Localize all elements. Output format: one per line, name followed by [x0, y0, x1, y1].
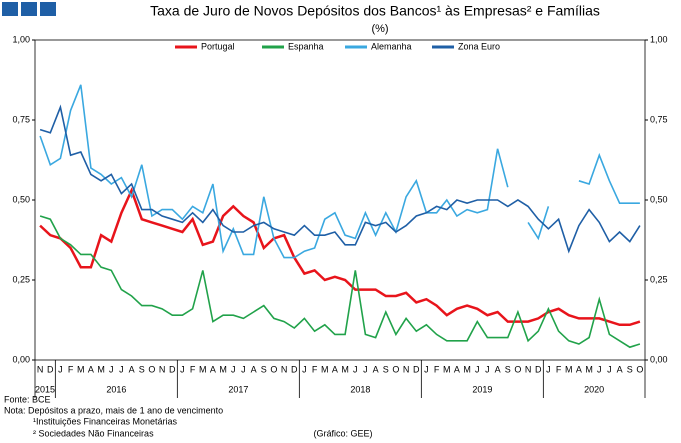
x-tick-label: F — [312, 364, 318, 374]
year-label: 2018 — [350, 384, 370, 394]
x-tick-label: J — [180, 364, 185, 374]
x-tick-label: A — [332, 364, 338, 374]
x-tick-label: S — [139, 364, 145, 374]
y-tick-label: 0,25 — [12, 274, 30, 284]
y2-tick-label: 0,00 — [650, 354, 668, 364]
series-line — [39, 187, 641, 327]
x-tick-label: A — [373, 364, 379, 374]
y2-tick-label: 0,25 — [650, 274, 668, 284]
x-tick-label: J — [302, 364, 307, 374]
x-tick-label: A — [129, 364, 135, 374]
x-tick-label: F — [68, 364, 74, 374]
y2-tick-label: 0,75 — [650, 114, 668, 124]
x-tick-label: J — [231, 364, 236, 374]
series-line — [39, 215, 641, 349]
logo-square — [21, 2, 37, 16]
note: Fonte: BCE — [4, 394, 51, 404]
y-tick-label: 0,50 — [12, 194, 30, 204]
x-tick-label: F — [556, 364, 562, 374]
x-tick-label: S — [383, 364, 389, 374]
y-tick-label: 1,00 — [12, 34, 30, 44]
note: ¹Instituições Financeiras Monetárias — [33, 416, 178, 426]
credit: (Gráfico: GEE) — [313, 428, 372, 438]
x-tick-label: O — [514, 364, 521, 374]
x-tick-label: S — [505, 364, 511, 374]
note: ² Sociedades Não Financeiras — [33, 428, 154, 438]
x-tick-label: J — [363, 364, 368, 374]
x-tick-label: J — [353, 364, 358, 374]
x-tick-label: J — [119, 364, 124, 374]
x-tick-label: J — [597, 364, 602, 374]
series-line — [39, 84, 640, 259]
y2-tick-label: 0,50 — [650, 194, 668, 204]
year-label: 2019 — [472, 384, 492, 394]
year-label: 2020 — [584, 384, 604, 394]
year-label: 2015 — [35, 384, 55, 394]
legend-label: Portugal — [201, 41, 235, 51]
x-tick-label: A — [495, 364, 501, 374]
x-tick-label: J — [58, 364, 63, 374]
x-tick-label: A — [454, 364, 460, 374]
x-tick-label: M — [77, 364, 85, 374]
x-tick-label: D — [169, 364, 176, 374]
x-tick-label: S — [261, 364, 267, 374]
x-tick-label: A — [617, 364, 623, 374]
x-tick-label: N — [37, 364, 44, 374]
x-tick-label: A — [251, 364, 257, 374]
x-tick-label: O — [636, 364, 643, 374]
year-label: 2017 — [228, 384, 248, 394]
x-tick-label: D — [47, 364, 54, 374]
x-tick-label: O — [148, 364, 155, 374]
x-tick-label: F — [434, 364, 440, 374]
x-tick-label: M — [321, 364, 329, 374]
chart-subtitle: (%) — [371, 23, 388, 35]
x-tick-label: M — [443, 364, 451, 374]
y-tick-label: 0,75 — [12, 114, 30, 124]
x-tick-label: A — [576, 364, 582, 374]
x-tick-label: O — [392, 364, 399, 374]
x-tick-label: M — [585, 364, 593, 374]
x-tick-label: J — [109, 364, 114, 374]
x-tick-label: N — [525, 364, 532, 374]
x-tick-label: A — [210, 364, 216, 374]
x-tick-label: M — [97, 364, 105, 374]
x-tick-label: M — [219, 364, 227, 374]
x-tick-label: M — [463, 364, 471, 374]
x-tick-label: O — [270, 364, 277, 374]
x-tick-label: J — [241, 364, 246, 374]
x-tick-label: J — [424, 364, 429, 374]
logo-square — [2, 2, 18, 16]
year-label: 2016 — [106, 384, 126, 394]
x-tick-label: D — [413, 364, 420, 374]
x-tick-label: J — [485, 364, 490, 374]
x-tick-label: N — [281, 364, 288, 374]
x-tick-label: N — [159, 364, 166, 374]
x-tick-label: F — [190, 364, 196, 374]
x-tick-label: J — [475, 364, 480, 374]
series-line — [39, 104, 641, 254]
y2-tick-label: 1,00 — [650, 34, 668, 44]
legend-label: Alemanha — [371, 41, 412, 51]
x-tick-label: D — [535, 364, 542, 374]
x-tick-label: J — [607, 364, 612, 374]
x-tick-label: N — [403, 364, 410, 374]
x-tick-label: D — [291, 364, 298, 374]
x-tick-label: M — [341, 364, 349, 374]
x-tick-label: M — [199, 364, 207, 374]
legend-label: Zona Euro — [458, 41, 500, 51]
y-tick-label: 0,00 — [12, 354, 30, 364]
legend-label: Espanha — [288, 41, 324, 51]
x-tick-label: S — [627, 364, 633, 374]
x-tick-label: A — [88, 364, 94, 374]
logo-square — [40, 2, 56, 16]
chart-title: Taxa de Juro de Novos Depósitos dos Banc… — [150, 3, 600, 19]
x-tick-label: M — [565, 364, 573, 374]
note: Nota: Depósitos a prazo, mais de 1 ano d… — [4, 405, 223, 415]
x-tick-label: J — [546, 364, 551, 374]
